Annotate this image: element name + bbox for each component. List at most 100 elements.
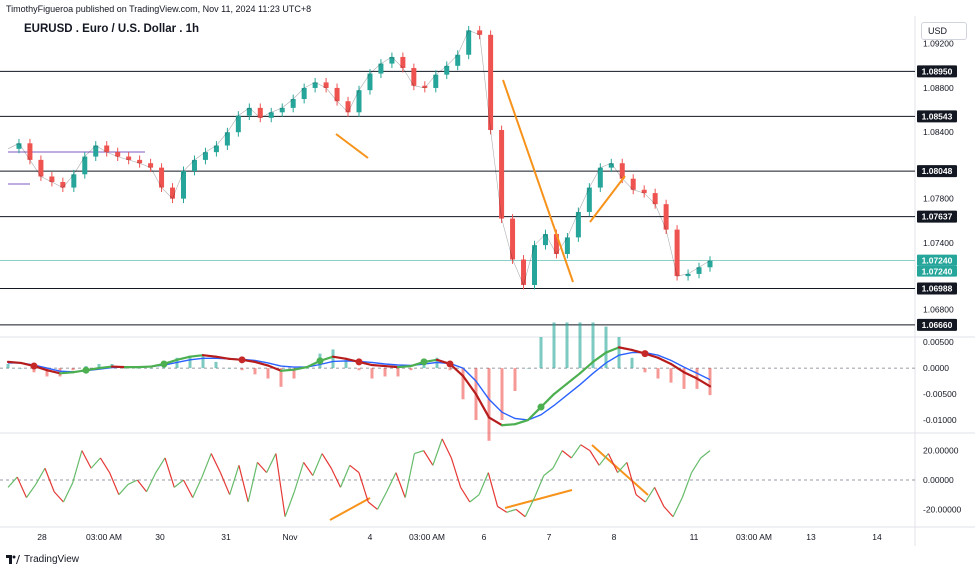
- osc-line-segment: [339, 465, 351, 488]
- macd-histogram-bar: [188, 355, 192, 369]
- macd-line-segment: [266, 364, 283, 372]
- osc-line-segment: [533, 475, 545, 498]
- candle-body: [345, 101, 351, 113]
- axis-tick-label: 1.07400: [923, 238, 954, 248]
- macd-cross-dot: [30, 362, 38, 370]
- candle-body: [411, 68, 417, 86]
- macd-cross-dot: [238, 356, 246, 364]
- osc-line-segment: [35, 467, 46, 485]
- osc-line-segment: [395, 472, 406, 498]
- axis-tick-label: -0.00500: [923, 389, 957, 399]
- axis-tick-label: -0.01000: [923, 415, 957, 425]
- osc-line-segment: [53, 491, 64, 503]
- tradingview-logo[interactable]: TradingView: [6, 554, 79, 565]
- trendline: [504, 489, 573, 509]
- osc-line-segment: [672, 497, 683, 517]
- macd-cross-dot: [641, 350, 649, 358]
- candle-body: [542, 234, 548, 246]
- osc-line-segment: [303, 462, 314, 476]
- candle-body: [312, 82, 318, 88]
- price-series: [7, 30, 711, 286]
- osc-line-segment: [450, 457, 462, 488]
- macd-histogram-bar: [292, 368, 296, 379]
- osc-line-segment: [349, 464, 360, 474]
- macd-histogram-bar: [19, 368, 23, 369]
- macd-histogram-bar: [32, 368, 36, 373]
- currency-button[interactable]: USD: [921, 22, 967, 40]
- candle-body: [334, 87, 340, 102]
- candle-body: [674, 229, 680, 277]
- macd-histogram-bar: [253, 368, 257, 375]
- candle-body: [532, 245, 537, 285]
- macd-line-segment: [552, 382, 569, 396]
- osc-line-segment: [506, 508, 517, 513]
- osc-line-segment: [552, 450, 563, 469]
- trendline: [589, 175, 626, 223]
- macd-histogram-bar: [344, 359, 348, 369]
- price-axis: 1.09200 1.08800 1.08400 1.07800 1.07400 1.068…: [923, 39, 962, 515]
- macd-line-segment: [656, 356, 673, 366]
- candle-body: [115, 152, 121, 157]
- macd-line-segment: [58, 371, 75, 375]
- level-label-bg: [917, 65, 957, 78]
- axis-tick-label: 0.0000: [923, 363, 949, 373]
- macd-line-segment: [500, 423, 517, 427]
- macd-histogram-bar: [578, 322, 582, 369]
- macd-histogram-bar: [461, 368, 465, 400]
- time-tick-label: 30: [155, 532, 165, 542]
- last-price-label: 1.07240: [922, 256, 953, 266]
- osc-line-segment: [7, 476, 18, 488]
- candle-body: [433, 74, 439, 88]
- level-label-bg: [917, 318, 957, 331]
- axis-tick-label: 1.08800: [923, 83, 954, 93]
- osc-line-segment: [626, 462, 637, 495]
- candle-body: [499, 130, 505, 219]
- macd-histogram-bar: [266, 368, 270, 379]
- macd-histogram-bar: [214, 361, 218, 369]
- tradingview-brand: TradingView: [24, 554, 80, 565]
- macd-line-segment: [565, 372, 582, 385]
- osc-line-segment: [16, 476, 28, 498]
- time-tick-label: 7: [547, 532, 552, 542]
- candle-body: [707, 260, 713, 268]
- candle-body: [60, 182, 66, 188]
- osc-line-segment: [25, 484, 37, 498]
- candle-body: [202, 152, 208, 160]
- macd-cross-dot: [160, 360, 168, 368]
- osc-line-segment: [460, 487, 471, 503]
- trendline: [502, 79, 574, 283]
- time-tick-label: 4: [368, 532, 373, 542]
- macd-histogram-bar: [500, 368, 504, 421]
- axis-tick-label: 1.07800: [923, 194, 954, 204]
- osc-line-segment: [580, 444, 591, 452]
- osc-line-segment: [81, 450, 92, 469]
- candle-body: [652, 193, 658, 205]
- osc-line-segment: [256, 461, 268, 474]
- candle-body: [564, 237, 570, 254]
- trendline: [335, 133, 369, 159]
- osc-line-segment: [229, 465, 240, 495]
- macd-histogram-bar: [45, 368, 49, 377]
- osc-line-segment: [691, 457, 702, 473]
- macd-line-segment: [591, 351, 608, 364]
- last-price-label: 1.07240: [922, 267, 953, 277]
- candle-body: [466, 30, 472, 55]
- candle-body: [444, 65, 450, 75]
- osc-line-segment: [247, 462, 258, 503]
- axis-tick-label: 20.00000: [923, 446, 959, 456]
- macd-histogram-bar: [123, 368, 127, 369]
- osc-line-segment: [497, 505, 508, 513]
- osc-line-segment: [210, 453, 221, 473]
- osc-line-segment: [136, 479, 148, 493]
- candle-body: [148, 163, 154, 168]
- osc-line-segment: [367, 501, 378, 510]
- macd-line-segment: [188, 354, 205, 358]
- macd-line-segment: [110, 365, 127, 369]
- axis-tick-label: 1.08400: [923, 127, 954, 137]
- candle-body: [213, 145, 219, 153]
- osc-line-segment: [44, 468, 55, 492]
- osc-line-segment: [275, 453, 286, 517]
- osc-line-segment: [404, 453, 416, 498]
- time-tick-label: 14: [872, 532, 882, 542]
